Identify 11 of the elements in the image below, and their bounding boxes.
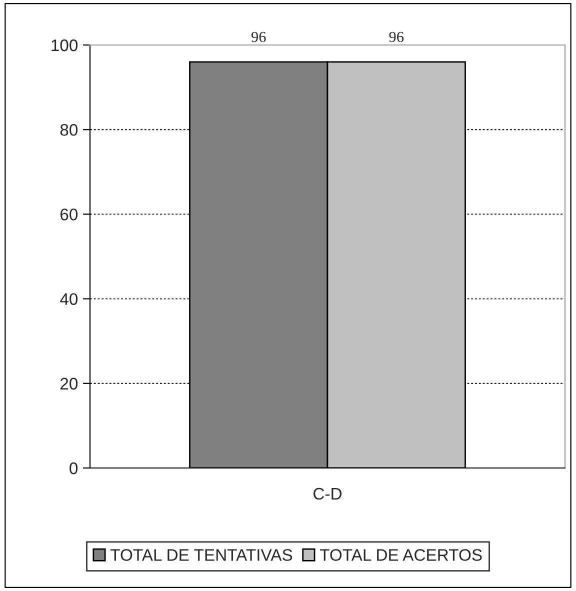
data-label: 96 xyxy=(251,32,266,42)
x-tick-label: C-D xyxy=(314,488,342,500)
y-tick-label: 20 xyxy=(60,378,78,390)
legend-label: TOTAL DE ACERTOS xyxy=(320,549,482,561)
y-tick-label: 40 xyxy=(60,293,78,306)
y-tick-label: 0 xyxy=(70,462,78,474)
legend-label: TOTAL DE TENTATIVAS xyxy=(110,549,292,561)
data-label: 96 xyxy=(389,32,404,42)
y-tick-label: 80 xyxy=(60,124,78,136)
y-tick-label: 60 xyxy=(60,208,78,220)
y-tick-label: 100 xyxy=(52,39,78,52)
